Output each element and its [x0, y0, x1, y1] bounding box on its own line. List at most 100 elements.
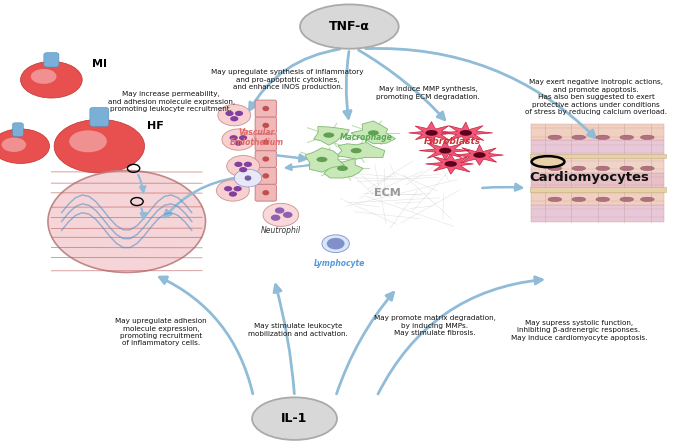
Circle shape — [218, 105, 251, 126]
Circle shape — [244, 162, 252, 167]
Ellipse shape — [596, 135, 610, 140]
Circle shape — [239, 135, 247, 140]
Circle shape — [230, 116, 238, 121]
Text: May supress systolic function,
inhibiting β-adrenergic responses.
May induce car: May supress systolic function, inhibitin… — [510, 319, 647, 341]
Circle shape — [222, 129, 255, 150]
FancyBboxPatch shape — [531, 140, 664, 156]
Text: Lymphocyte: Lymphocyte — [314, 259, 364, 268]
Text: MI: MI — [92, 59, 108, 69]
Text: TNF-α: TNF-α — [329, 20, 370, 33]
Ellipse shape — [1, 137, 26, 152]
FancyBboxPatch shape — [531, 156, 664, 173]
Ellipse shape — [572, 197, 586, 202]
Ellipse shape — [596, 166, 610, 171]
Ellipse shape — [337, 166, 348, 171]
Circle shape — [235, 111, 243, 116]
FancyBboxPatch shape — [255, 134, 276, 151]
Ellipse shape — [323, 132, 334, 138]
Circle shape — [263, 203, 299, 226]
Ellipse shape — [31, 69, 56, 84]
Text: May stimulate leukocyte
mobilization and activation.: May stimulate leukocyte mobilization and… — [248, 323, 348, 337]
Circle shape — [229, 191, 237, 197]
Ellipse shape — [620, 197, 634, 202]
FancyBboxPatch shape — [255, 117, 276, 134]
Polygon shape — [425, 154, 473, 174]
Ellipse shape — [640, 166, 654, 171]
Text: ECM: ECM — [373, 188, 401, 198]
Ellipse shape — [548, 135, 562, 140]
Text: May induce MMP synthesis,
promoting ECM degradation.: May induce MMP synthesis, promoting ECM … — [376, 86, 480, 100]
Ellipse shape — [572, 166, 586, 171]
FancyBboxPatch shape — [530, 154, 666, 159]
Polygon shape — [419, 139, 469, 160]
Polygon shape — [453, 144, 503, 165]
Circle shape — [283, 212, 292, 218]
Ellipse shape — [262, 106, 269, 111]
Circle shape — [224, 186, 232, 191]
Text: May promote matrix degradation,
by inducing MMPs.
May stimulate fibrosis.: May promote matrix degradation, by induc… — [374, 315, 496, 336]
Ellipse shape — [262, 123, 269, 128]
Circle shape — [48, 171, 206, 272]
Text: IL-1: IL-1 — [282, 412, 308, 425]
Ellipse shape — [316, 157, 327, 162]
Ellipse shape — [262, 140, 269, 145]
Ellipse shape — [351, 148, 362, 153]
Text: May upregulate adhesion
molecule expression,
promoting recruitment
of inflammato: May upregulate adhesion molecule express… — [115, 318, 207, 346]
Polygon shape — [314, 127, 349, 145]
Polygon shape — [324, 159, 363, 178]
Ellipse shape — [640, 135, 654, 140]
Text: Fibroblasts: Fibroblasts — [423, 137, 481, 146]
Ellipse shape — [596, 197, 610, 202]
FancyBboxPatch shape — [255, 184, 276, 201]
Circle shape — [234, 169, 262, 187]
Ellipse shape — [473, 152, 486, 158]
Circle shape — [271, 214, 280, 221]
FancyBboxPatch shape — [90, 107, 109, 127]
Text: May increase permeability,
and adhesion molecule expression,
promoting leukocyte: May increase permeability, and adhesion … — [108, 91, 235, 113]
Circle shape — [227, 155, 260, 177]
Ellipse shape — [262, 173, 269, 179]
Circle shape — [234, 140, 242, 146]
Circle shape — [234, 162, 242, 167]
Ellipse shape — [262, 190, 269, 195]
FancyBboxPatch shape — [12, 123, 23, 136]
Ellipse shape — [460, 130, 472, 136]
Text: Neutrophil: Neutrophil — [261, 226, 301, 235]
Ellipse shape — [620, 166, 634, 171]
Ellipse shape — [245, 175, 251, 181]
Circle shape — [275, 207, 284, 214]
Text: Cardiomyocytes: Cardiomyocytes — [529, 171, 649, 184]
Circle shape — [239, 167, 247, 172]
Ellipse shape — [69, 130, 107, 152]
Ellipse shape — [548, 166, 562, 171]
Ellipse shape — [300, 4, 399, 49]
FancyBboxPatch shape — [531, 189, 664, 205]
Polygon shape — [305, 148, 345, 172]
Ellipse shape — [640, 197, 654, 202]
Circle shape — [225, 111, 234, 116]
Ellipse shape — [368, 130, 379, 136]
Polygon shape — [441, 122, 493, 144]
Circle shape — [216, 180, 249, 201]
Ellipse shape — [548, 197, 562, 202]
FancyBboxPatch shape — [531, 205, 664, 222]
Ellipse shape — [262, 156, 269, 162]
Ellipse shape — [425, 130, 438, 136]
Circle shape — [327, 238, 345, 249]
FancyBboxPatch shape — [44, 53, 59, 67]
Circle shape — [322, 235, 349, 253]
Text: Vascular
Endothelium: Vascular Endothelium — [229, 128, 284, 147]
Ellipse shape — [0, 129, 49, 163]
Circle shape — [229, 135, 238, 140]
FancyBboxPatch shape — [531, 173, 664, 189]
FancyBboxPatch shape — [531, 124, 664, 140]
FancyBboxPatch shape — [255, 100, 276, 117]
Polygon shape — [409, 121, 457, 144]
Text: HF: HF — [147, 121, 164, 131]
Circle shape — [234, 186, 242, 191]
Ellipse shape — [572, 135, 586, 140]
Ellipse shape — [620, 135, 634, 140]
Ellipse shape — [532, 156, 564, 167]
Polygon shape — [351, 121, 395, 144]
Text: May exert negative inotropic actions,
and promote apoptosis.
Has also ben sugges: May exert negative inotropic actions, an… — [525, 79, 667, 116]
